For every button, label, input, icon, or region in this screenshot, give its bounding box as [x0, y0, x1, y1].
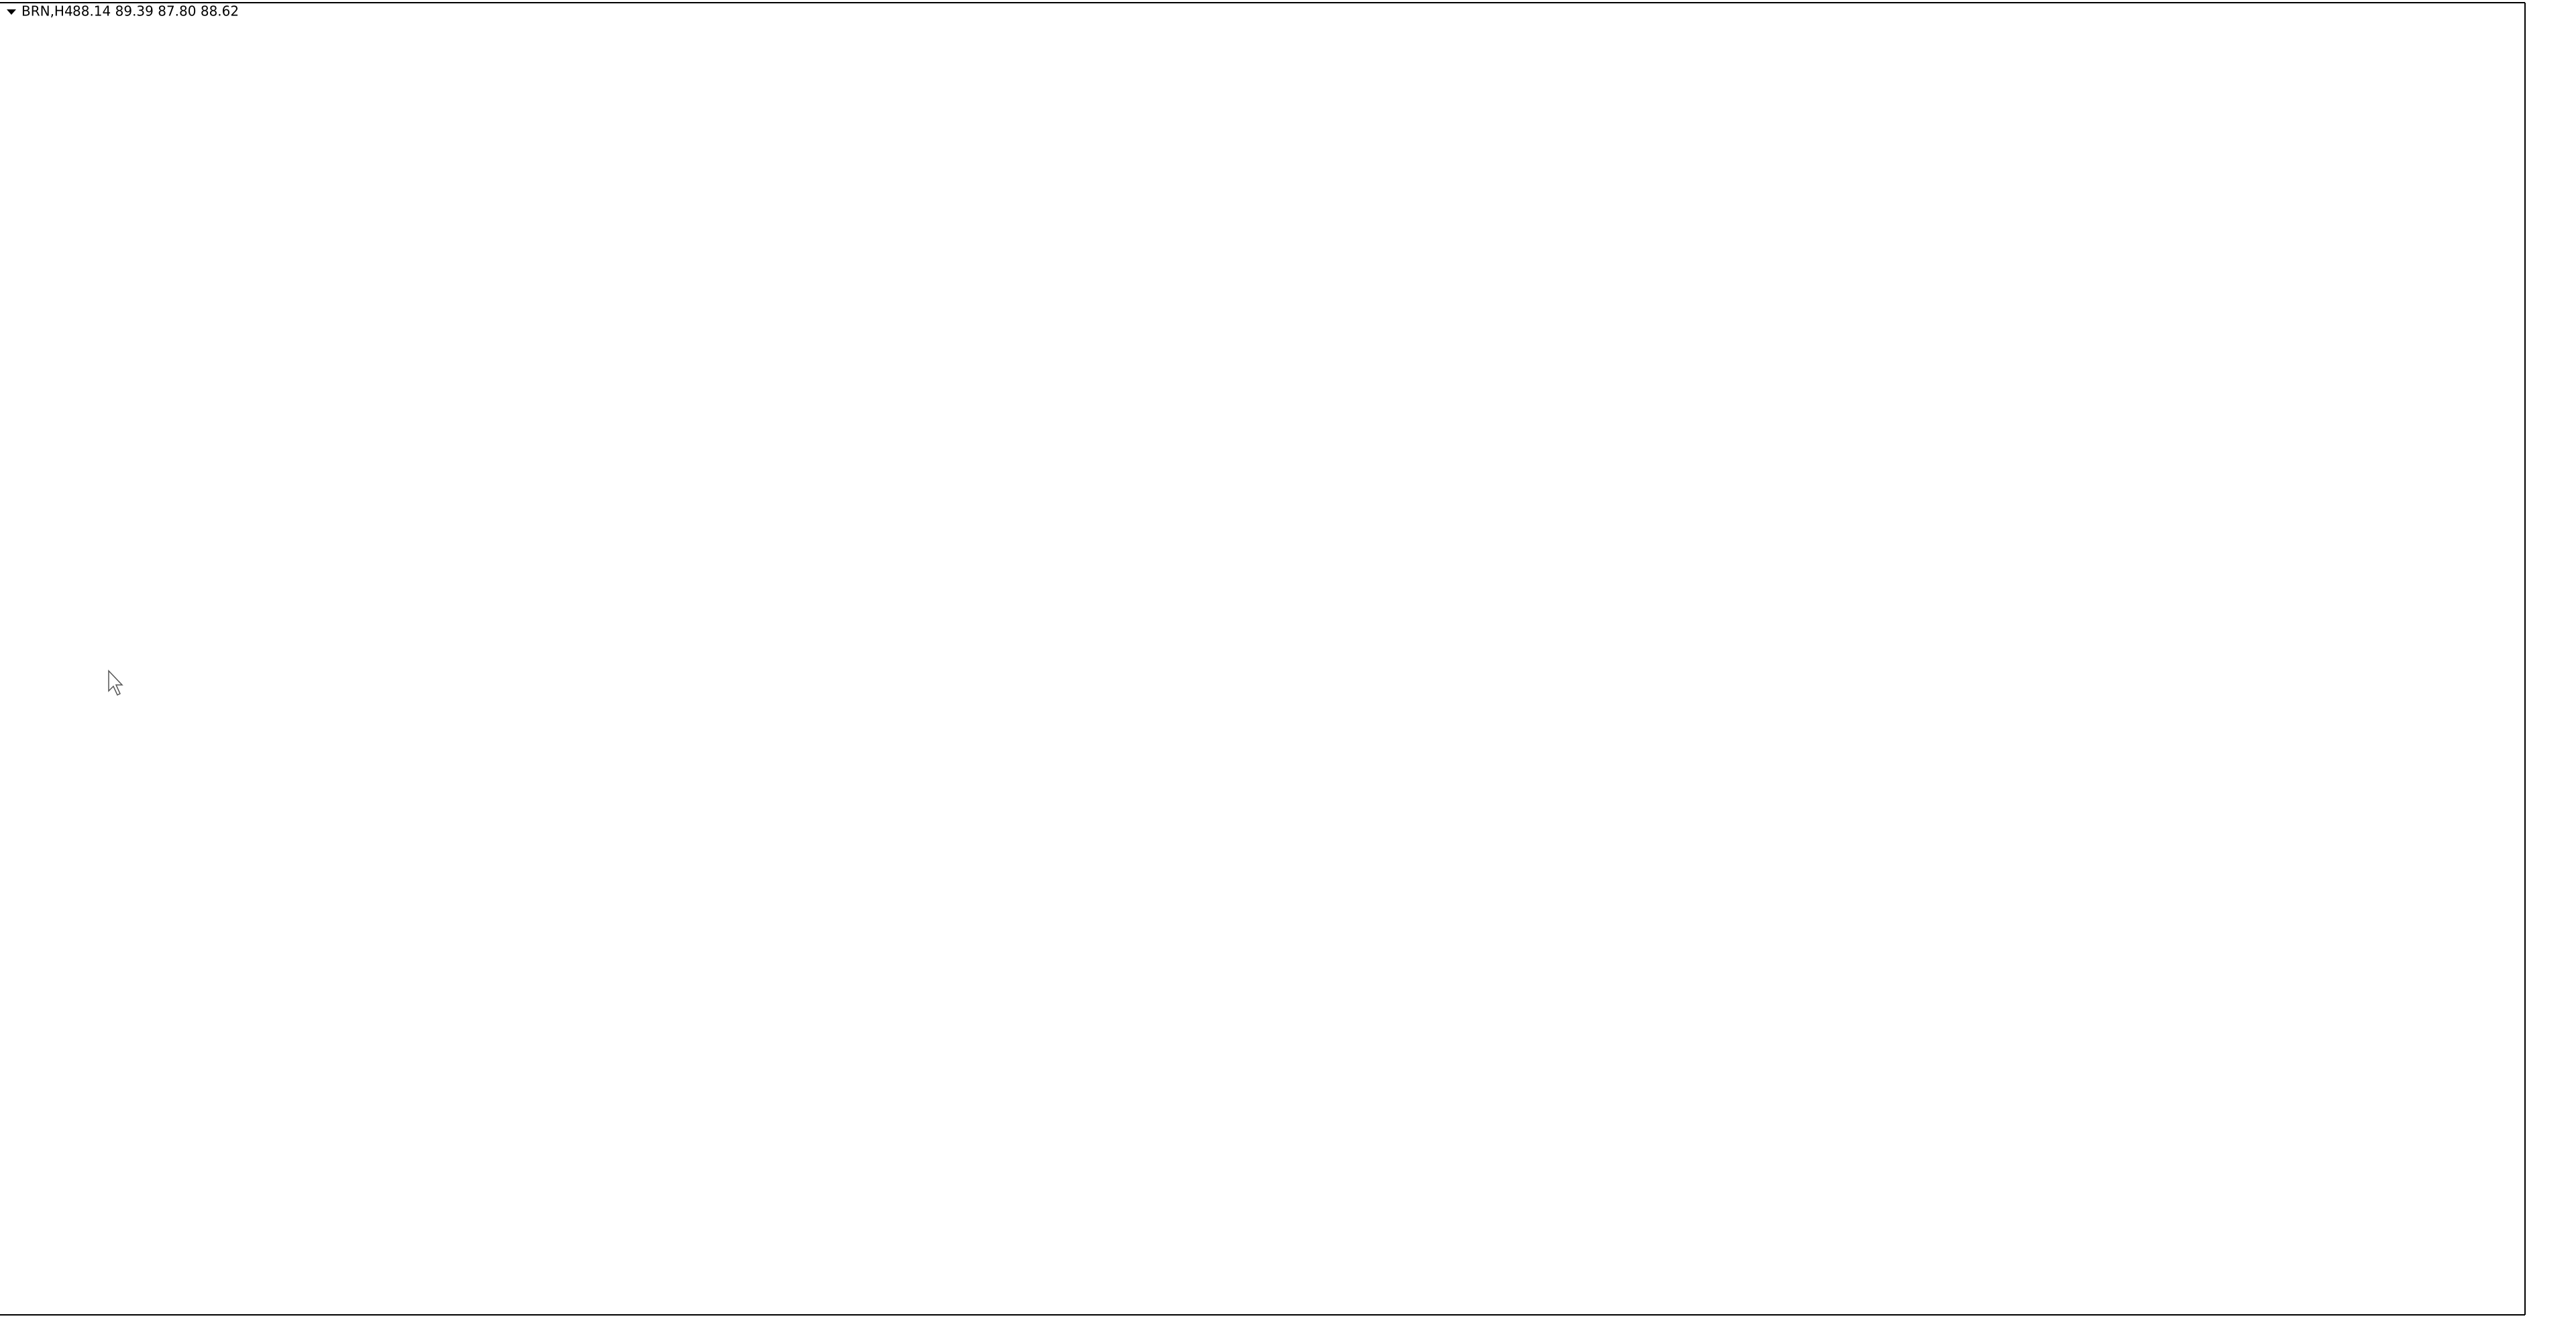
mouse-cursor — [108, 670, 123, 696]
axes — [0, 2, 2526, 1316]
chart-title: BRN,H4 — [21, 3, 73, 19]
ohlc-readout: 88.14 89.39 87.80 88.62 — [72, 3, 239, 19]
menu-arrow[interactable] — [7, 9, 16, 15]
